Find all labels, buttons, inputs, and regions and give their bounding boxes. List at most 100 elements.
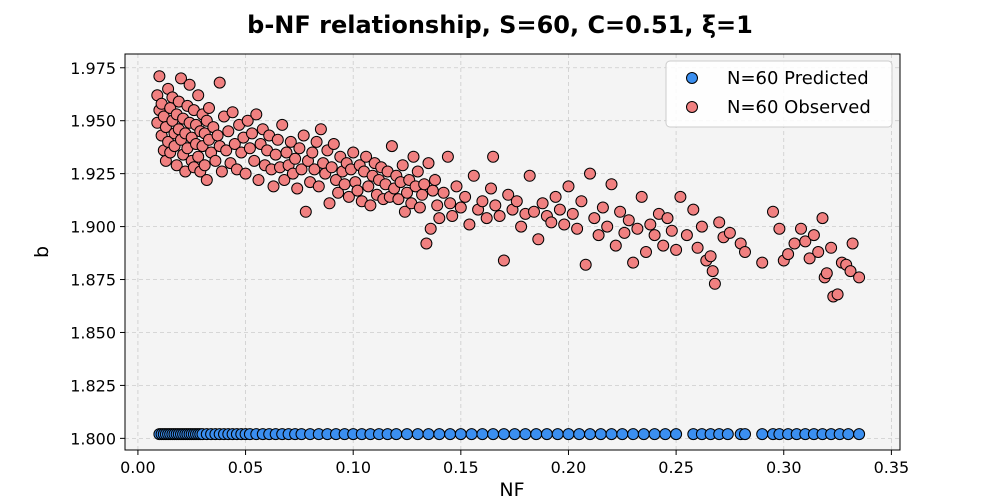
observed-point: [299, 205, 312, 218]
y-axis: 1.800 1.825 1.850 1.875 1.900 1.925 1.950 1.975: [70, 59, 125, 448]
observed-point: [153, 70, 166, 83]
observed-point: [327, 138, 340, 150]
observed-point: [306, 146, 319, 159]
x-axis: 0.00 0.05 0.10 0.15 0.20 0.25 0.30 0.35: [120, 450, 909, 477]
observed-point: [203, 102, 215, 114]
observed-point: [807, 229, 820, 242]
x-tick-label: 0.25: [658, 458, 694, 477]
observed-point: [323, 197, 336, 210]
observed-point: [364, 199, 377, 212]
legend-box: [665, 60, 893, 128]
observed-point: [398, 205, 411, 218]
predicted-point: [454, 428, 467, 441]
y-tick-label: 1.825: [70, 376, 116, 395]
observed-point: [708, 277, 721, 290]
predicted-point: [605, 428, 618, 441]
observed-point: [627, 256, 640, 269]
predicted-point: [401, 428, 413, 441]
observed-point: [553, 203, 566, 216]
observed-point: [816, 212, 829, 225]
x-tick-label: 0.35: [874, 458, 910, 477]
observed-point: [640, 246, 652, 258]
predicted-point: [487, 428, 500, 441]
observed-point: [853, 271, 866, 284]
observed-point: [226, 106, 239, 119]
observed-point: [487, 150, 500, 163]
observed-point: [332, 186, 345, 199]
observed-point: [241, 114, 254, 127]
observed-point: [211, 129, 224, 142]
observed-point: [446, 210, 459, 222]
observed-point: [706, 265, 719, 278]
observed-point: [239, 167, 252, 180]
observed-point: [575, 195, 588, 208]
observed-point: [252, 174, 265, 186]
x-tick-label: 0.05: [228, 458, 264, 477]
y-tick-label: 1.900: [70, 218, 116, 237]
observed-point: [220, 144, 233, 157]
observed-point: [418, 178, 431, 191]
observed-point: [293, 142, 306, 155]
observed-point: [493, 210, 506, 222]
observed-point: [416, 188, 429, 201]
observed-point: [515, 220, 528, 233]
y-axis-label: b: [31, 246, 53, 258]
observed-point: [825, 241, 838, 254]
observed-point: [596, 201, 609, 214]
observed-point: [566, 207, 579, 220]
predicted-point: [842, 428, 855, 441]
observed-point: [420, 237, 433, 250]
observed-point: [767, 205, 779, 218]
observed-point: [485, 182, 497, 195]
observed-point: [680, 229, 693, 242]
observed-point: [773, 222, 786, 235]
observed-point: [831, 288, 844, 301]
observed-point: [631, 222, 644, 235]
observed-point: [665, 224, 678, 237]
y-tick-label: 1.850: [70, 323, 116, 342]
observed-point: [644, 218, 657, 231]
observed-point: [291, 182, 304, 195]
y-tick-label: 1.975: [70, 59, 116, 78]
observed-point: [246, 127, 258, 140]
observed-point: [713, 216, 726, 229]
predicted-point: [422, 428, 435, 441]
observed-point: [183, 78, 196, 91]
predicted-point: [411, 428, 424, 441]
observed-point: [723, 226, 736, 239]
plot-frame: [124, 53, 901, 451]
legend-marker-predicted: [686, 72, 698, 84]
x-tick-label: 0.20: [551, 458, 587, 477]
observed-point: [704, 250, 717, 263]
observed-point: [609, 239, 622, 252]
observed-point: [545, 216, 558, 229]
legend-label-predicted: N=60 Predicted: [727, 68, 869, 89]
observed-point: [812, 246, 825, 258]
observed-point: [588, 212, 601, 225]
observed-point: [536, 197, 549, 210]
predicted-point: [508, 428, 521, 441]
observed-point: [267, 180, 280, 193]
predicted-point: [594, 428, 607, 441]
observed-point: [271, 133, 284, 146]
observed-point: [289, 152, 302, 165]
observed-point: [325, 161, 338, 174]
observed-point: [584, 167, 596, 180]
observed-point: [463, 218, 476, 231]
predicted-point: [551, 428, 564, 441]
observed-point: [213, 76, 226, 89]
observed-point: [476, 195, 489, 208]
observed-point: [571, 222, 584, 235]
observed-point: [347, 146, 360, 159]
observed-point: [276, 118, 289, 131]
observed-point: [312, 180, 325, 193]
observed-point: [467, 169, 480, 182]
observed-point: [362, 180, 375, 193]
data-points: [151, 70, 866, 441]
observed-point: [622, 214, 635, 227]
observed-point: [422, 157, 435, 170]
observed-point: [497, 254, 510, 267]
observed-point: [444, 197, 457, 210]
predicted-point: [648, 428, 661, 441]
